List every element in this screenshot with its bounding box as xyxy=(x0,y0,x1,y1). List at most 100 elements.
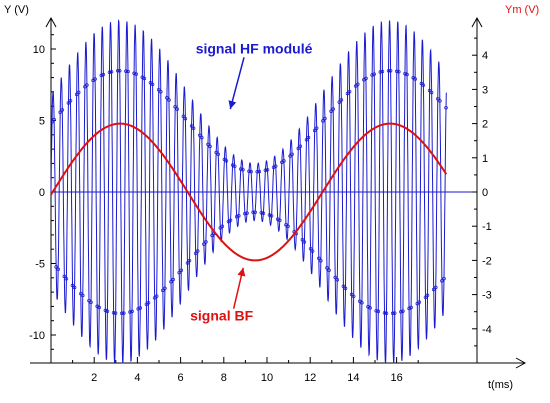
hf-signal-point xyxy=(142,76,147,81)
x-tick-label: 10 xyxy=(261,372,273,384)
hf-signal-point xyxy=(345,91,350,96)
hf-signal-point xyxy=(159,89,163,94)
y-left-tick-label: 5 xyxy=(39,116,45,128)
y-right-tick-label: 2 xyxy=(482,119,488,131)
hf-signal-point xyxy=(273,164,278,168)
hf-signal-point xyxy=(444,105,448,110)
hf-signal-point xyxy=(232,164,237,168)
hf-signal-point xyxy=(413,77,417,81)
hf-signal-point xyxy=(154,294,159,298)
annotation-layer: signal HF modulé signal BF xyxy=(190,40,312,323)
annotation-label-1: signal BF xyxy=(190,308,253,324)
hf-signal-point xyxy=(134,72,138,76)
hf-signal-point xyxy=(161,288,165,293)
annotation-label-0: signal HF modulé xyxy=(196,40,313,56)
hf-signal-point xyxy=(220,224,225,228)
hf-signal-point xyxy=(423,295,428,299)
hf-signal-point xyxy=(388,68,393,73)
annotation-arrow-head-0 xyxy=(228,100,237,110)
hf-signal-point xyxy=(319,258,323,263)
hf-signal-point xyxy=(253,210,257,214)
hf-signal-point xyxy=(99,73,104,78)
hf-signal-point xyxy=(372,72,376,76)
hf-signal-point xyxy=(401,309,405,313)
hf-signal-point xyxy=(177,270,181,275)
hf-signal-point xyxy=(210,233,214,238)
hf-signal-point xyxy=(339,98,344,102)
hf-signal-point xyxy=(126,69,130,74)
x-axis-arrow xyxy=(515,357,527,369)
y-right-tick-label: 4 xyxy=(482,50,488,62)
hf-signal-point xyxy=(392,311,397,315)
hf-signal-point xyxy=(405,72,409,77)
hf-signal-point xyxy=(68,99,73,103)
y-axis-left-arrow xyxy=(45,16,57,28)
y-right-tick-label: 0 xyxy=(482,187,488,199)
hf-signal-point xyxy=(378,70,383,74)
hf-signal-point xyxy=(150,82,155,87)
hf-signal-point xyxy=(360,301,364,305)
hf-signal-point xyxy=(255,169,259,174)
hf-signal-point xyxy=(409,305,413,310)
hf-signal-point xyxy=(347,89,352,94)
hf-signal-point xyxy=(89,300,93,304)
hf-signal-point xyxy=(364,76,368,81)
hf-signal-point xyxy=(193,251,198,256)
hf-signal-point xyxy=(198,133,202,138)
hf-signal-point xyxy=(356,82,360,87)
hf-signal-point xyxy=(395,69,399,74)
hf-signal-point xyxy=(200,135,204,140)
hf-signal-point xyxy=(214,150,218,155)
hf-signal-point xyxy=(93,77,97,81)
hf-signal-point xyxy=(183,116,188,121)
hf-signal-point xyxy=(62,274,67,279)
hf-signal-point xyxy=(343,286,348,291)
hf-signal-point xyxy=(239,167,243,171)
hf-signal-point xyxy=(202,242,206,246)
x-tick-label: 8 xyxy=(221,372,227,384)
hf-signal-point xyxy=(341,284,346,289)
x-tick-label: 12 xyxy=(304,372,316,384)
x-tick-label: 16 xyxy=(390,372,402,384)
hf-signal-point xyxy=(122,311,126,315)
hf-signal-point xyxy=(384,311,389,315)
hf-signal-point xyxy=(259,211,264,215)
hf-signal-point xyxy=(169,280,173,284)
hf-signal-point xyxy=(440,279,444,283)
y-right-tick-label: 3 xyxy=(482,84,488,96)
hf-signal-point xyxy=(376,309,381,314)
hf-signal-point xyxy=(325,266,329,270)
hf-signal-point xyxy=(124,69,128,73)
hf-signal-point xyxy=(442,276,446,281)
hf-signal-point xyxy=(79,291,83,296)
hf-signal-point xyxy=(237,214,241,218)
hf-signal-point xyxy=(60,108,65,112)
hf-signal-point xyxy=(327,268,331,273)
hf-signal-point xyxy=(286,224,290,229)
x-tick-label: 4 xyxy=(134,372,140,384)
hf-signal-point xyxy=(427,88,432,93)
hf-signal-point xyxy=(173,104,177,109)
hf-signal-point xyxy=(132,71,136,76)
hf-signal-point xyxy=(251,210,255,215)
hf-signal-point xyxy=(185,261,190,265)
hf-signal-point xyxy=(189,124,194,128)
hf-signal-point xyxy=(181,114,186,118)
hf-signal-point xyxy=(97,305,101,310)
hf-signal-point xyxy=(382,311,387,315)
hf-signal-point xyxy=(282,159,286,163)
hf-signal-point xyxy=(399,310,403,314)
hf-signal-point xyxy=(298,144,303,149)
hf-signal-point xyxy=(265,167,270,172)
hf-signal-point xyxy=(321,119,325,123)
hf-signal-point xyxy=(156,87,161,92)
x-tick-label: 6 xyxy=(178,372,184,384)
y-right-tick-label: 1 xyxy=(482,153,488,165)
hf-signal-point xyxy=(337,100,342,104)
hf-signal-point xyxy=(349,292,354,297)
hf-signal-point xyxy=(386,68,391,73)
hf-signal-point xyxy=(288,154,292,158)
hf-signal-point xyxy=(138,306,143,310)
hf-signal-point xyxy=(390,311,395,316)
